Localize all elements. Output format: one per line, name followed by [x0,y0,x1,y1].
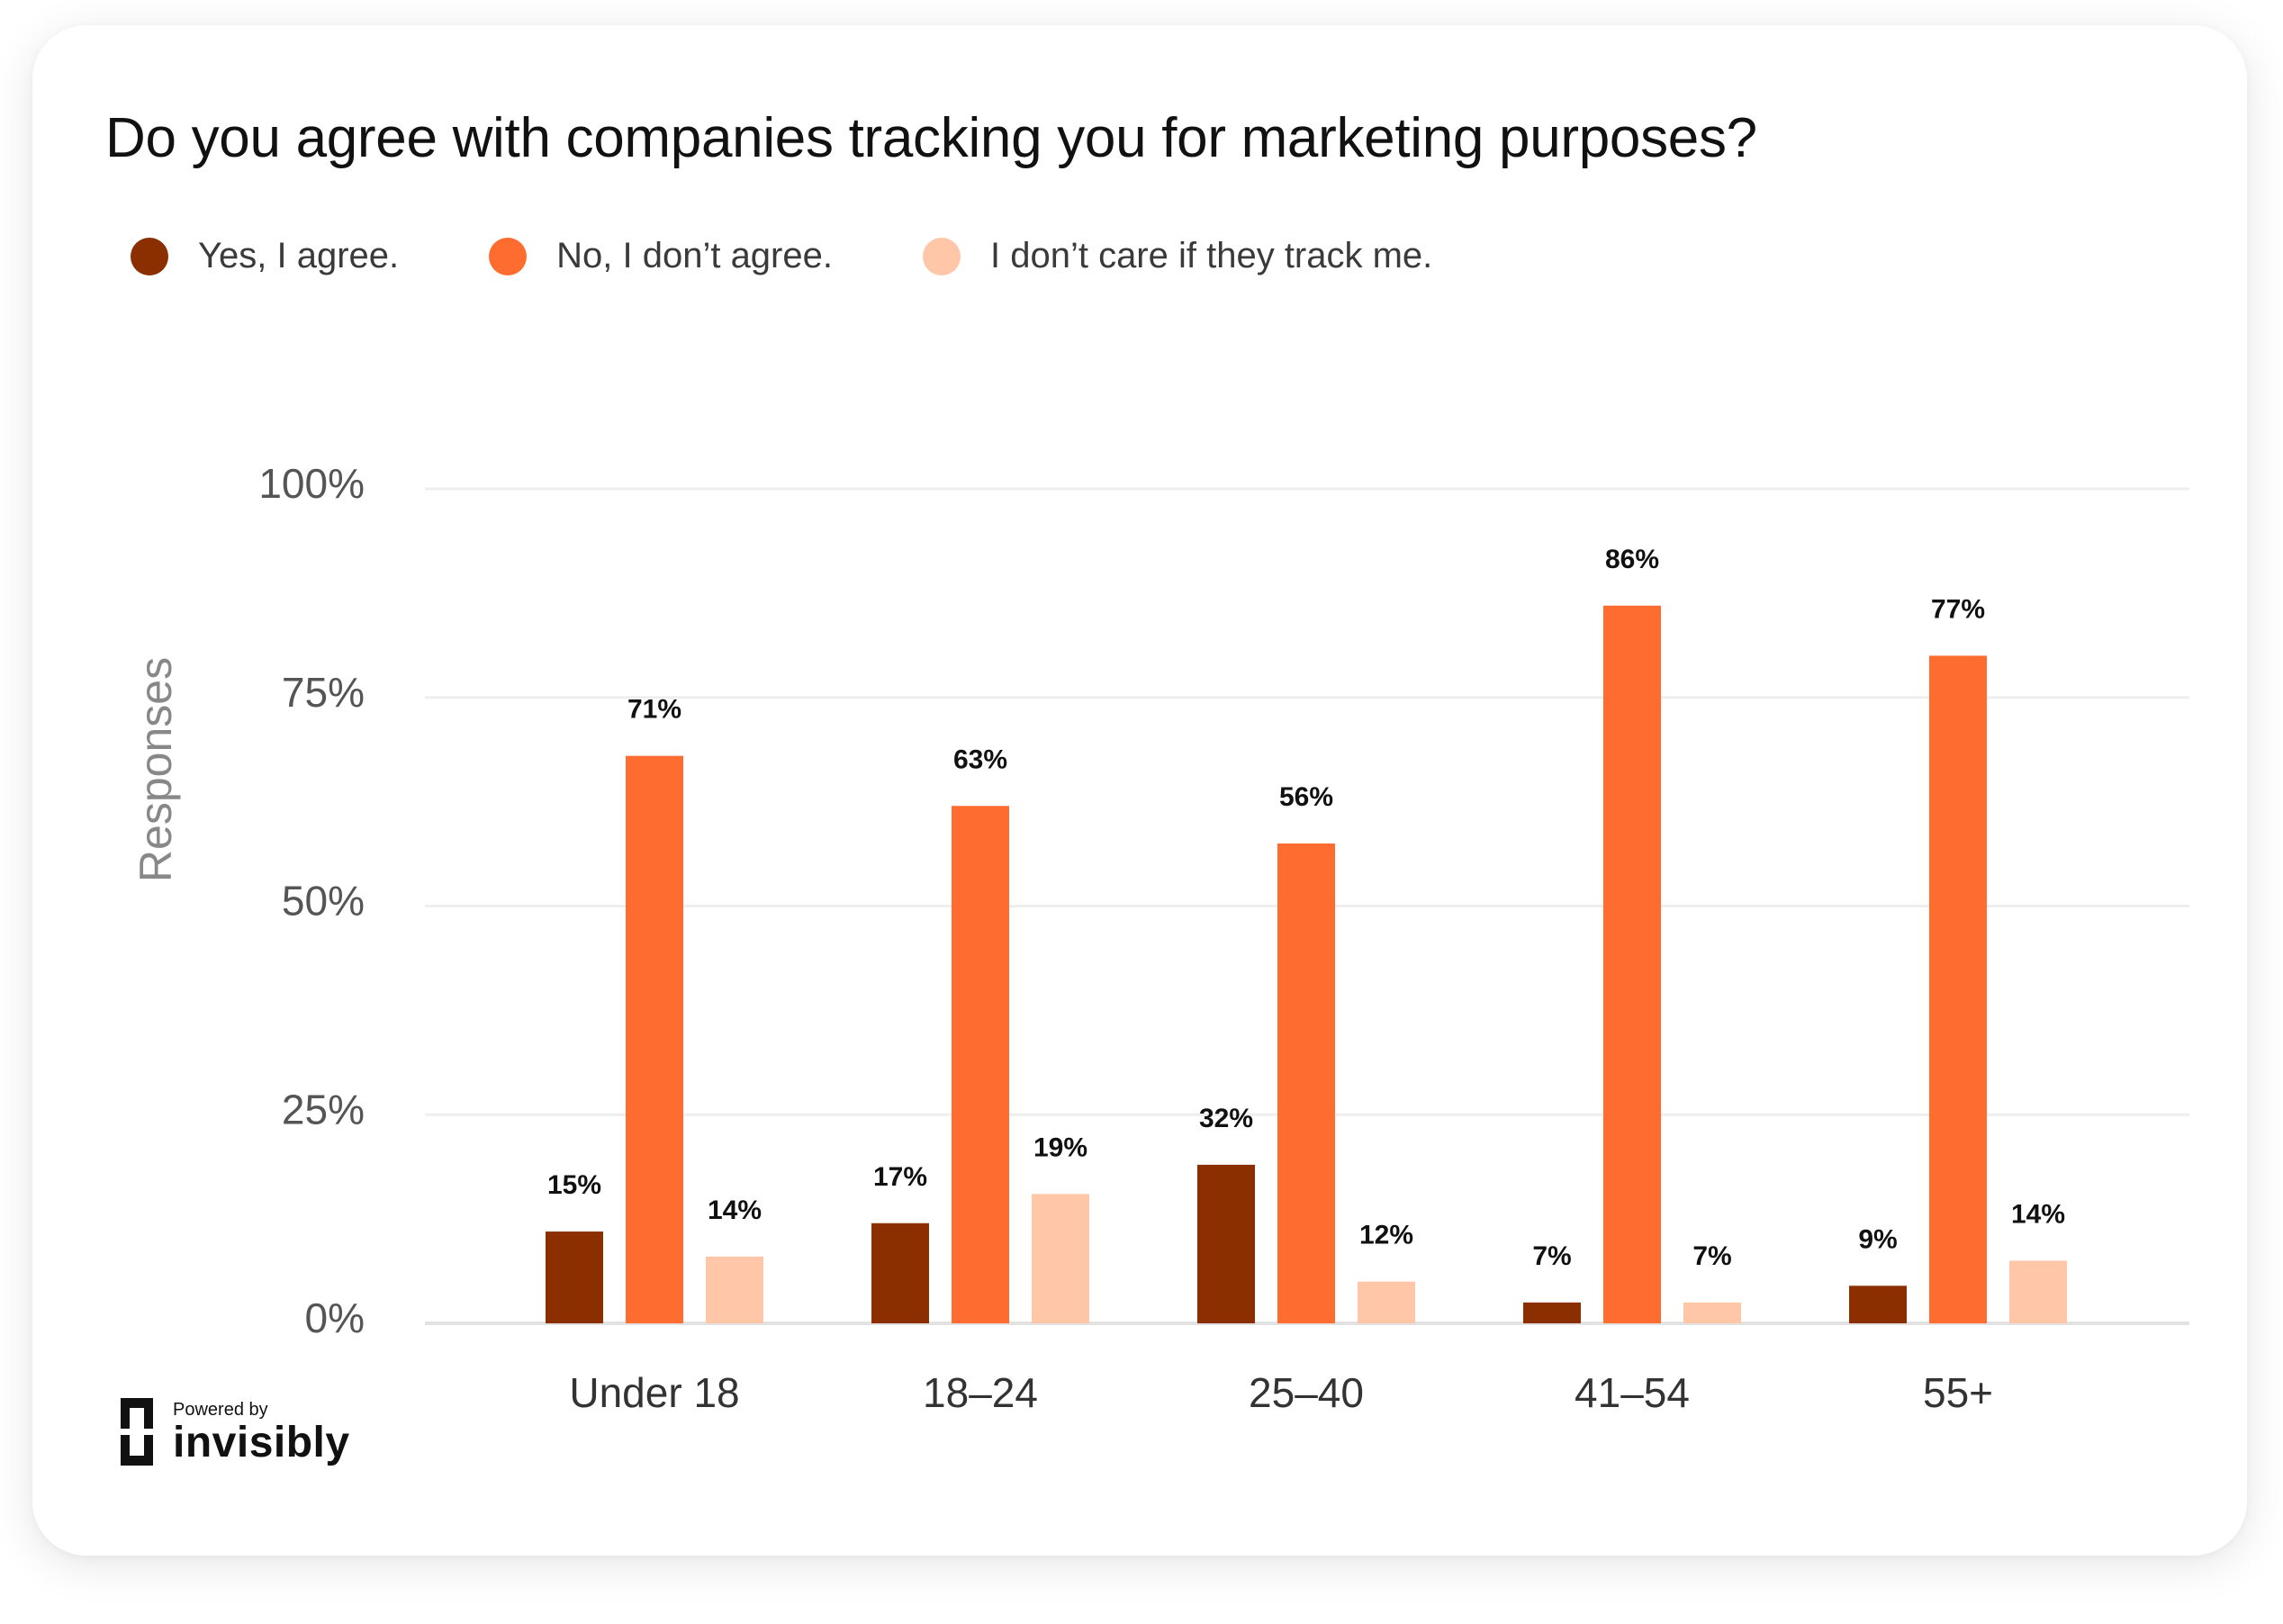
bar-value-label: 63% [953,744,1007,774]
y-tick-label: 25% [282,1086,365,1132]
legend: Yes, I agree. No, I don’t agree. I don’t… [131,236,1522,276]
bar [546,1232,603,1323]
powered-by-text: Powered by [173,1399,268,1420]
bar-value-label: 9% [1858,1224,1897,1254]
powered-by-branding: Powered by invisibly [121,1398,350,1466]
x-tick-label: 55+ [1923,1369,1993,1416]
bar [1683,1302,1741,1323]
legend-label-no: No, I don’t agree. [556,236,833,275]
bar-value-label: 71% [627,695,681,725]
bar-value-label: 14% [2011,1199,2065,1229]
bar-value-label: 15% [547,1170,601,1200]
bar [1032,1194,1089,1323]
x-tick-label: 41–54 [1575,1369,1690,1416]
y-tick-label: 50% [282,878,365,925]
legend-swatch-dont-care [922,237,961,275]
brand-name: invisibly [173,1418,350,1466]
bar-value-label: 17% [873,1162,927,1192]
y-axis-label: Responses [131,657,181,882]
bar [626,755,683,1323]
bar-value-label: 86% [1605,545,1659,574]
y-tick-label: 0% [305,1295,365,1341]
x-tick-label: 18–24 [923,1369,1038,1416]
bar-value-label: 7% [1532,1241,1571,1271]
bar-value-label: 7% [1692,1241,1731,1271]
x-tick-label: 25–40 [1249,1369,1364,1416]
bar-value-label: 12% [1359,1221,1413,1250]
bar-value-label: 19% [1033,1132,1087,1162]
bar [1523,1302,1581,1323]
bar-value-label: 77% [1931,594,1985,624]
bar-value-label: 14% [708,1195,762,1225]
invisibly-logo-icon [121,1398,153,1466]
bar [1197,1164,1255,1323]
legend-label-dont-care: I don’t care if they track me. [989,236,1433,275]
x-tick-label: Under 18 [569,1369,739,1416]
legend-label-yes: Yes, I agree. [198,236,400,275]
bar [1358,1281,1415,1323]
bar-value-label: 56% [1279,782,1333,812]
y-tick-label: 100% [258,460,365,507]
chart-title: Do you agree with companies tracking you… [105,107,1757,169]
bar [2009,1260,2067,1323]
bar [871,1223,929,1323]
legend-swatch-yes [131,237,168,275]
legend-swatch-no [489,237,528,275]
bar [1929,655,1987,1323]
legend-item-dont-care: I don’t care if they track me. [922,236,1433,276]
legend-item-yes: Yes, I agree. [131,236,399,276]
bar [706,1256,763,1323]
legend-item-no: No, I don’t agree. [489,236,833,276]
y-tick-label: 75% [282,669,365,716]
bar-value-label: 32% [1199,1104,1253,1133]
bar [1277,843,1335,1323]
bar [1849,1286,1907,1323]
bar [1603,605,1661,1323]
bar [952,806,1009,1323]
